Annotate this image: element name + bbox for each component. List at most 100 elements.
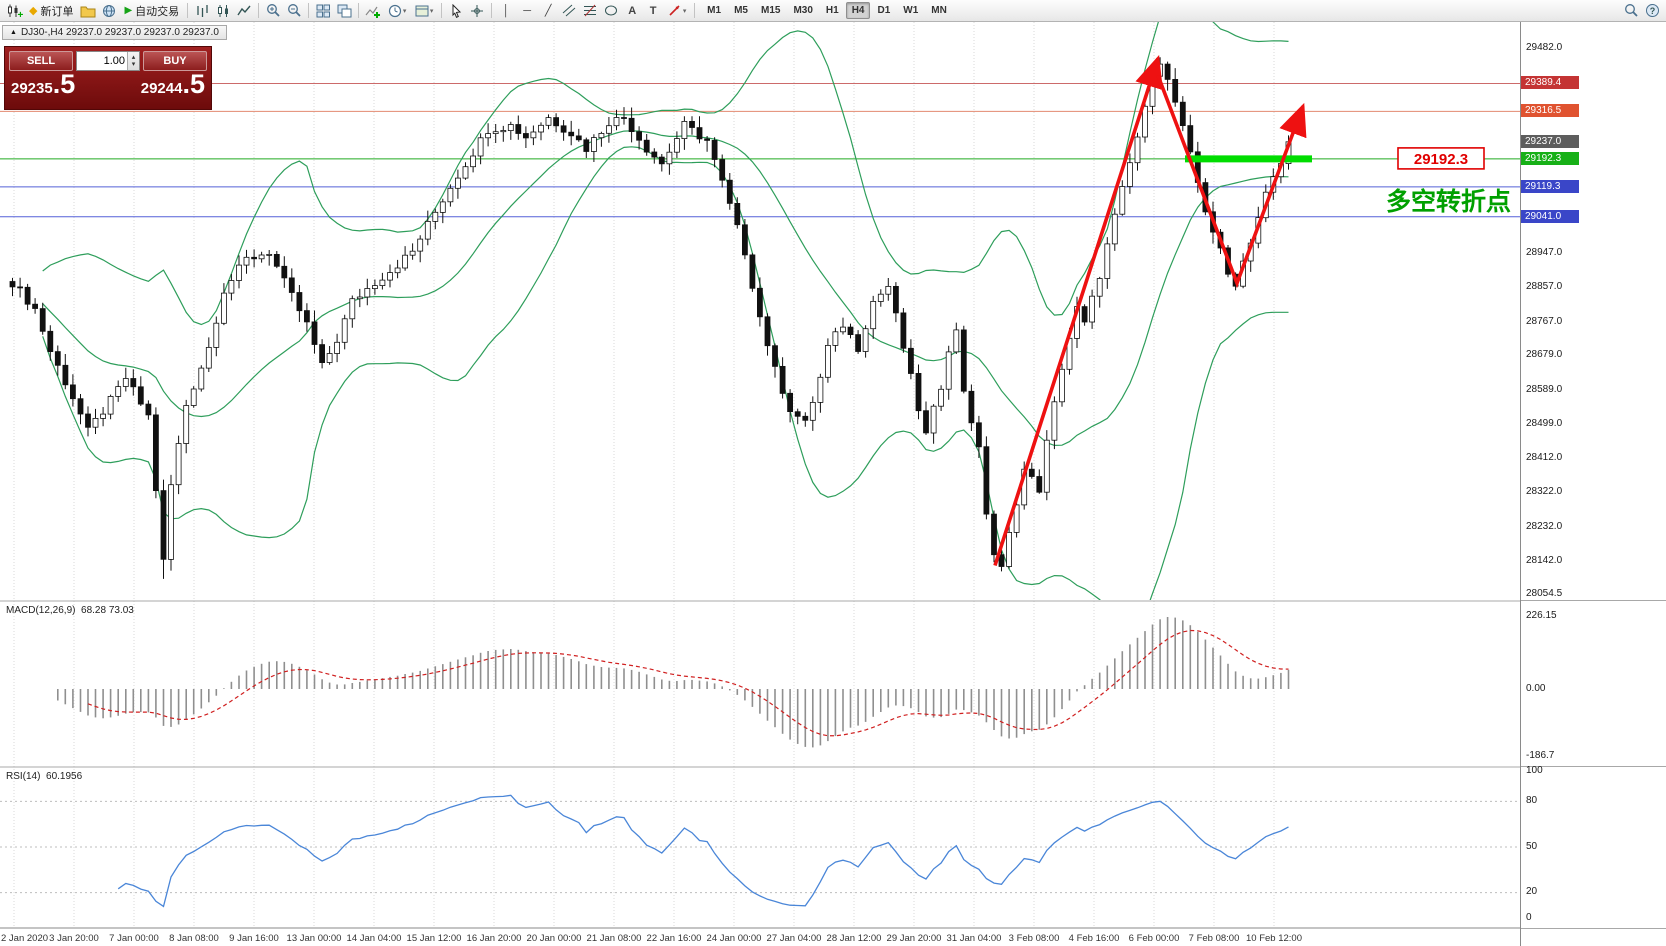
cursor-icon[interactable] — [446, 2, 466, 20]
timeframe-m1[interactable]: M1 — [707, 5, 722, 16]
price-tick: 28589.0 — [1526, 384, 1563, 395]
svg-text:多空转折点: 多空转折点 — [1386, 187, 1511, 216]
rsi-scale-tick: 0 — [1526, 912, 1532, 923]
panel-separator — [1521, 928, 1666, 929]
timeframe-m5[interactable]: M5 — [734, 5, 748, 16]
chart-canvas[interactable]: 29192.3 多空转折点 2 Jan 2020 3 Jan 20:00 7 Jan 0… — [0, 22, 1520, 946]
periods-icon[interactable]: ▾ — [384, 2, 410, 20]
volume-input[interactable] — [77, 52, 127, 70]
timeframe-h4[interactable]: H4 — [845, 2, 871, 19]
svg-text:20 Jan 00:00: 20 Jan 00:00 — [527, 933, 582, 944]
volume-up-button[interactable]: ▴ — [131, 54, 136, 61]
text-tool-icon[interactable]: A — [628, 4, 637, 17]
svg-text:13 Jan 00:00: 13 Jan 00:00 — [287, 933, 342, 944]
timeframe-h1[interactable]: H1 — [825, 5, 839, 16]
price-tick: 28947.0 — [1526, 247, 1563, 258]
search-icon[interactable] — [1621, 2, 1641, 20]
price-tick: 28499.0 — [1526, 418, 1563, 429]
svg-text:22 Jan 16:00: 22 Jan 16:00 — [647, 933, 702, 944]
arrows-tool-icon[interactable]: ▾ — [664, 2, 690, 20]
price-tag: 29119.3 — [1521, 180, 1579, 193]
svg-text:10 Feb 12:00: 10 Feb 12:00 — [1246, 933, 1302, 944]
auto-trading-label: 自动交易 — [135, 5, 180, 18]
cascade-windows-icon[interactable] — [334, 2, 354, 20]
chart-plot-area[interactable]: 29192.3 多空转折点 2 Jan 2020 3 Jan 20:00 7 Jan 0… — [0, 22, 1520, 946]
tile-windows-icon[interactable] — [313, 2, 333, 20]
new-order-label: 新订单 — [40, 5, 74, 18]
price-tag: 29041.0 — [1521, 210, 1579, 223]
market-watch-icon[interactable] — [99, 2, 119, 20]
toolbar-separator — [187, 3, 189, 18]
svg-text:31 Jan 04:00: 31 Jan 04:00 — [947, 933, 1002, 944]
zoom-in-icon[interactable] — [263, 2, 283, 20]
chart-window: 29192.3 多空转折点 2 Jan 2020 3 Jan 20:00 7 Jan 0… — [0, 22, 1666, 946]
new-order-button[interactable]: ◆ 新订单 — [25, 2, 77, 20]
channel-tool-icon[interactable] — [559, 2, 579, 20]
svg-text:3 Feb 08:00: 3 Feb 08:00 — [1009, 933, 1060, 944]
timeframe-w1[interactable]: W1 — [903, 5, 919, 16]
macd-values: 68.28 73.03 — [81, 605, 134, 616]
toolbar-separator — [258, 3, 260, 18]
toolbar: + ◆ 新订单 ▶ 自动交易 ▾ ▾ — [0, 0, 1666, 22]
price-scale[interactable]: 29482.0 28947.0 28857.0 28767.0 28679.0 28589… — [1520, 22, 1666, 946]
horizontal-line-tool-icon[interactable]: ─ — [523, 4, 532, 17]
horizontal-lines-layer[interactable] — [0, 83, 1520, 218]
chevron-down-icon: ▾ — [429, 7, 434, 15]
trendline-tool-icon[interactable]: ╱ — [544, 4, 552, 17]
timeframe-group: M1 M5 M15 M30 H1 H4 D1 W1 MN — [701, 2, 953, 19]
svg-text:?: ? — [1649, 6, 1655, 16]
vertical-line-tool-icon[interactable]: │ — [502, 4, 510, 17]
volume-box: ▴ ▾ — [76, 51, 140, 71]
bollinger-bands — [42, 22, 1289, 600]
timeframe-m15[interactable]: M15 — [760, 5, 781, 16]
price-tick: 28767.0 — [1526, 316, 1563, 327]
symbol-ohlc-label: DJ30-,H4 29237.0 29237.0 29237.0 29237.0 — [20, 27, 219, 38]
toolbar-separator — [491, 3, 493, 18]
svg-text:24 Jan 00:00: 24 Jan 00:00 — [707, 933, 762, 944]
fibonacci-tool-icon[interactable] — [580, 2, 600, 20]
play-icon: ▶ — [124, 4, 133, 16]
rsi-scale-tick: 100 — [1526, 765, 1543, 776]
timeframe-d1[interactable]: D1 — [877, 5, 891, 16]
candlestick-chart-icon[interactable] — [213, 2, 233, 20]
macd-scale-tick: -186.7 — [1526, 750, 1555, 761]
price-tag: 29237.0 — [1521, 135, 1579, 148]
rsi-scale-tick: 50 — [1526, 841, 1538, 852]
auto-trading-button[interactable]: ▶ 自动交易 — [120, 2, 183, 20]
line-chart-icon[interactable] — [234, 2, 254, 20]
label-tool-icon[interactable]: T — [649, 4, 657, 17]
timeframe-mn[interactable]: MN — [931, 5, 947, 16]
price-tick: 28679.0 — [1526, 349, 1563, 360]
crosshair-icon[interactable] — [467, 2, 487, 20]
bar-chart-icon[interactable] — [192, 2, 212, 20]
buy-button[interactable]: BUY — [143, 51, 207, 71]
sell-price: 29235.5 — [11, 69, 76, 99]
sell-button[interactable]: SELL — [9, 51, 73, 71]
zoom-out-icon[interactable] — [284, 2, 304, 20]
rsi-panel — [0, 794, 1520, 908]
macd-scale-tick: 0.00 — [1526, 683, 1546, 694]
help-icon[interactable]: ? — [1642, 2, 1662, 20]
candles-layer — [9, 57, 1292, 579]
indicators-icon[interactable] — [363, 2, 383, 20]
chevron-down-icon: ▾ — [402, 7, 407, 15]
rsi-label: RSI(14) 60.1956 — [6, 771, 82, 782]
drawing-objects[interactable]: 29192.3 多空转折点 — [993, 54, 1511, 567]
price-tick: 28054.5 — [1526, 588, 1563, 599]
new-chart-icon[interactable]: + — [4, 2, 24, 20]
panel-separator — [1521, 600, 1666, 601]
svg-text:2 Jan 2020: 2 Jan 2020 — [1, 933, 48, 944]
timeframe-m30[interactable]: M30 — [793, 5, 813, 16]
macd-scale-tick: 226.15 — [1526, 610, 1557, 621]
price-tick: 29482.0 — [1526, 42, 1563, 53]
toolbar-separator — [358, 3, 360, 18]
shapes-tool-icon[interactable] — [601, 2, 621, 20]
volume-down-button[interactable]: ▾ — [131, 61, 136, 68]
svg-text:3 Jan 20:00: 3 Jan 20:00 — [49, 933, 99, 944]
triangle-icon: ▲ — [10, 29, 17, 36]
time-axis[interactable]: 2 Jan 2020 3 Jan 20:00 7 Jan 00:00 8 Jan 08… — [1, 933, 1302, 944]
price-tick: 28857.0 — [1526, 281, 1563, 292]
templates-icon[interactable]: ▾ — [411, 2, 437, 20]
grid-layer — [13, 22, 1275, 928]
profiles-icon[interactable] — [78, 2, 98, 20]
